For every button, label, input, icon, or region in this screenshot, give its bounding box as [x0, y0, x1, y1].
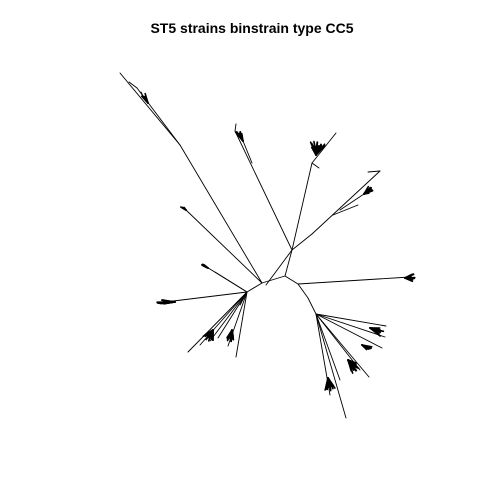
tip-branch [187, 291, 248, 353]
tip-branch [234, 123, 237, 132]
tip-branch [315, 143, 322, 156]
tip-branch [182, 207, 187, 211]
tip-branch [315, 313, 341, 381]
backbone-branch [307, 297, 317, 315]
tip-branch [209, 291, 248, 342]
tip-branch [311, 148, 317, 156]
tip-branch [347, 359, 353, 372]
backbone-branch [291, 233, 313, 251]
tip-branch [315, 313, 383, 349]
tip-branch [404, 277, 412, 282]
tip-branch [315, 313, 370, 378]
tip-branch [315, 313, 361, 371]
tip-branch [119, 72, 181, 146]
tip-branch [315, 313, 347, 419]
tip-branch [347, 359, 358, 369]
tip-branch [332, 204, 359, 216]
tip-branch [242, 140, 253, 164]
tip-branch [128, 81, 138, 89]
tip-branch [230, 329, 233, 337]
internal-branch [234, 130, 293, 251]
tip-branch [238, 132, 244, 142]
tip-branch [315, 313, 387, 327]
internal-branch [339, 193, 365, 211]
internal-branch [311, 170, 381, 235]
tip-branch [144, 92, 149, 104]
backbone-branch [261, 275, 286, 284]
tip-branch [185, 209, 263, 284]
tip-branch [369, 327, 381, 337]
tip-branch [311, 132, 337, 164]
tip-branch [297, 276, 411, 285]
backbone-branch [246, 282, 263, 293]
tip-branch [361, 344, 371, 349]
tip-branch [363, 187, 373, 195]
tip-branch [367, 170, 381, 173]
tip-branch [204, 329, 214, 338]
tip-branch [311, 162, 320, 169]
backbone-branch [284, 249, 293, 277]
tip-branch [214, 271, 248, 293]
tip-branch [325, 377, 329, 391]
internal-branch [291, 162, 313, 251]
tip-branch [217, 291, 248, 339]
internal-branch [179, 144, 263, 284]
backbone-branch [297, 283, 309, 299]
tree-branches [119, 72, 416, 419]
tip-branch [235, 291, 248, 358]
plot-title: ST5 strains binstrain type CC5 [150, 20, 354, 36]
backbone-branch [284, 275, 299, 285]
tip-branch [202, 263, 209, 269]
backbone-branch [265, 249, 293, 286]
tip-branch [315, 313, 386, 338]
